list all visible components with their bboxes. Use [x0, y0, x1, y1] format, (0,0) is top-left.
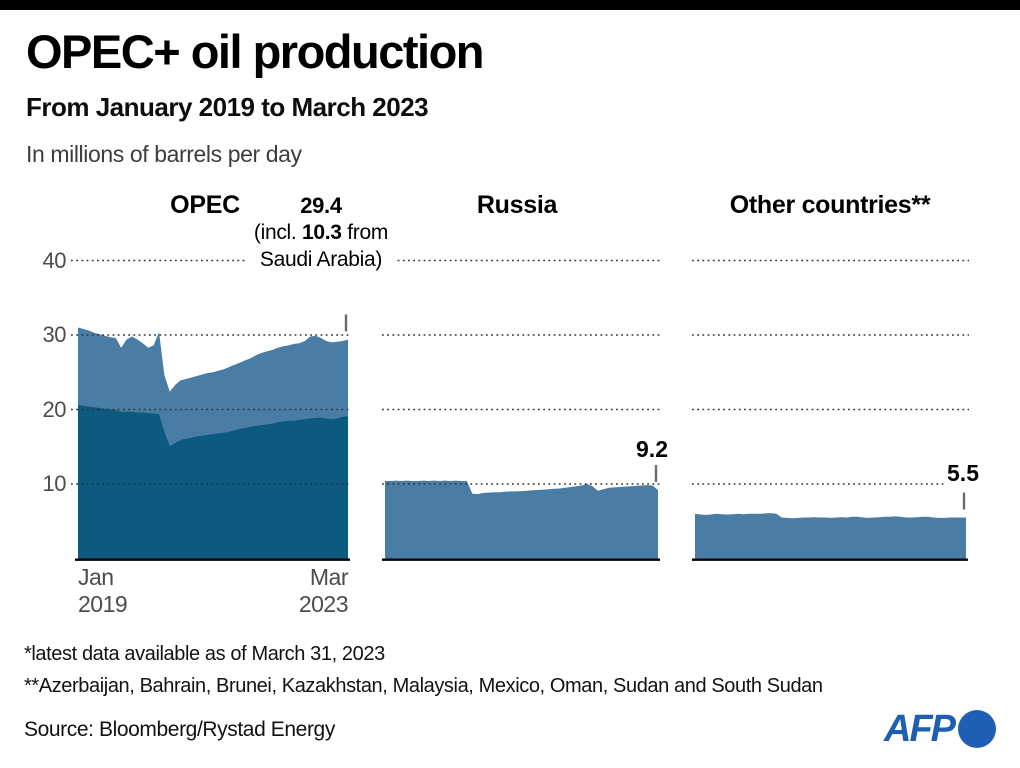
other-countries-latest-value: 5.5: [944, 460, 982, 487]
top-black-bar: [0, 0, 1020, 10]
opec-latest-value: 29.4: [300, 193, 342, 218]
x-axis-label-end: Mar 2023: [238, 564, 349, 618]
panel-title-other-countries: Other countries**: [729, 191, 931, 219]
panel-title-opec: OPEC: [170, 191, 240, 219]
afp-logo-circle-icon: [958, 710, 996, 748]
x-end-year: 2023: [298, 591, 349, 617]
x-end-month: Mar: [309, 564, 349, 590]
y-axis-tick-label: 20: [42, 396, 67, 422]
page-title: OPEC+ oil production: [26, 25, 484, 78]
afp-logo-text: AFP: [884, 708, 956, 750]
source-credit: Source: Bloomberg/Rystad Energy: [24, 718, 335, 741]
afp-logo: AFP: [884, 708, 996, 750]
russia-latest-value: 9.2: [633, 436, 671, 463]
opec-excluding-saudi-arabia-area: [78, 405, 348, 559]
saudi-share-value: 10.3: [302, 221, 342, 244]
footnote-other-countries: **Azerbaijan, Bahrain, Brunei, Kazakhsta…: [24, 675, 823, 697]
x-start-month: Jan: [78, 564, 114, 590]
page-subtitle: From January 2019 to March 2023: [26, 92, 429, 122]
y-axis-tick-label: 30: [42, 322, 67, 347]
footnote-latest-data: *latest data available as of March 31, 2…: [24, 643, 385, 665]
x-axis-label-start: Jan 2019: [78, 564, 128, 618]
opec-latest-value-annotation: 29.4 (incl. 10.3 from Saudi Arabia): [247, 192, 395, 273]
annotation-text: (incl.: [253, 221, 297, 244]
panel-title-russia: Russia: [476, 191, 558, 219]
units-note: In millions of barrels per day: [26, 141, 302, 167]
other-countries-area: [695, 513, 966, 559]
russia-area: [385, 480, 658, 559]
opec-saudi-share-note: (incl. 10.3 from Saudi Arabia): [247, 219, 395, 273]
x-start-year: 2019: [78, 591, 128, 617]
y-axis-tick-label: 40: [42, 247, 67, 273]
annotation-text: from Saudi Arabia): [259, 221, 389, 271]
y-axis-tick-label: 10: [42, 471, 67, 496]
